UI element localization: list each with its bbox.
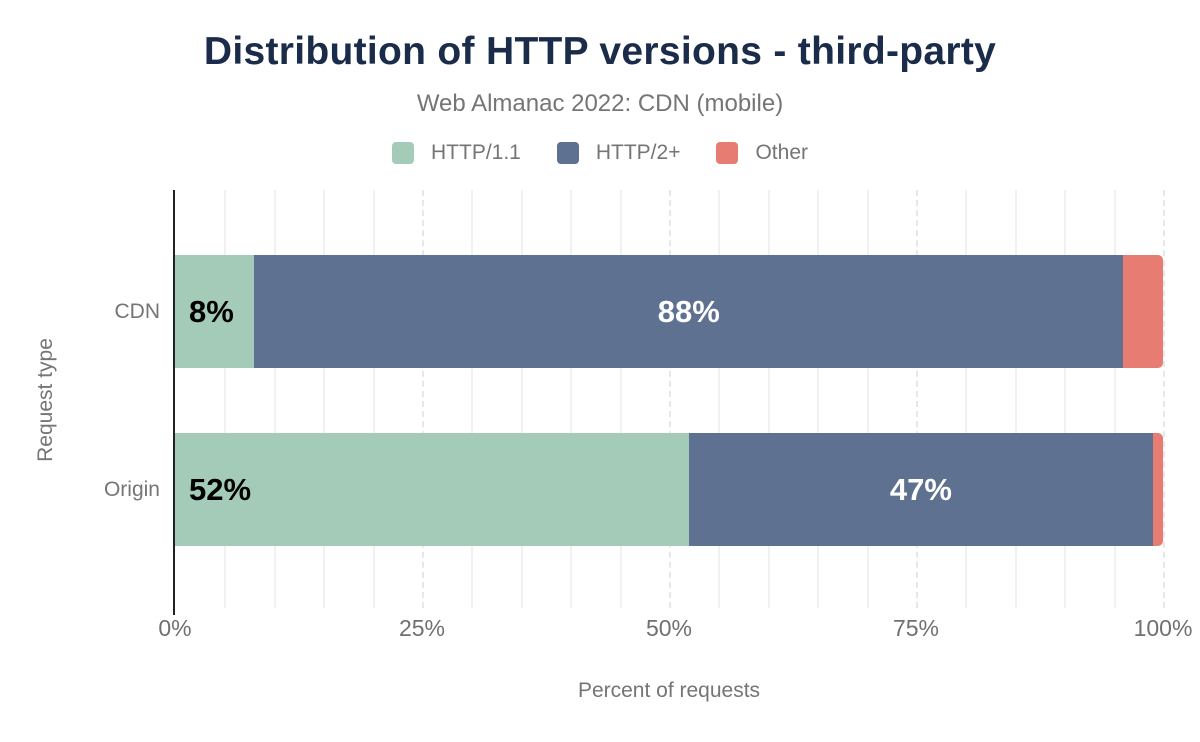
- minor-gridline: [619, 190, 622, 608]
- bar-origin: 52% 47%: [175, 433, 1163, 546]
- chart-title: Distribution of HTTP versions - third-pa…: [203, 30, 997, 73]
- segment-cdn-http-1-1[interactable]: 8%: [175, 255, 255, 368]
- y-axis-line: [173, 190, 175, 615]
- major-gridline: [916, 190, 918, 608]
- minor-gridline: [718, 190, 721, 608]
- legend-item-http-2[interactable]: HTTP/2+: [556, 141, 681, 165]
- minor-gridline: [1064, 190, 1067, 608]
- x-axis-tick: 0%: [158, 615, 192, 641]
- minor-gridline: [323, 190, 326, 608]
- segment-origin-other[interactable]: [1153, 433, 1163, 546]
- legend-label: Other: [755, 141, 808, 164]
- major-gridline: [669, 190, 671, 608]
- bar-value-label: 88%: [657, 293, 720, 329]
- x-axis-title: Percent of requests: [577, 679, 761, 702]
- http-2-swatch-icon: [556, 142, 579, 164]
- x-axis-tick: 100%: [1133, 615, 1193, 641]
- legend-label: HTTP/2+: [595, 141, 681, 164]
- major-gridline: [1163, 190, 1165, 608]
- category-label-cdn: CDN: [114, 299, 161, 323]
- http-1-1-swatch-icon: [392, 142, 414, 164]
- minor-gridline: [471, 190, 474, 608]
- segment-cdn-http-2[interactable]: 88%: [254, 255, 1124, 368]
- category-label-origin: Origin: [103, 477, 160, 501]
- segment-origin-http-2[interactable]: 47%: [688, 433, 1154, 546]
- chart-subtitle: Web Almanac 2022: CDN (mobile): [416, 90, 784, 117]
- other-swatch-icon: [716, 142, 739, 164]
- legend-item-http-1-1[interactable]: HTTP/1.1: [392, 141, 521, 165]
- plot-area: 8% 88% 52% 47%: [173, 190, 1165, 615]
- segment-cdn-other[interactable]: [1123, 255, 1163, 368]
- minor-gridline: [372, 190, 375, 608]
- legend: HTTP/1.1 HTTP/2+ Other: [0, 141, 1200, 165]
- bar-value-label: 47%: [889, 471, 952, 507]
- minor-gridline: [1014, 190, 1017, 608]
- minor-gridline: [965, 190, 968, 608]
- x-axis-tick: 25%: [398, 615, 446, 641]
- x-axis-tick: 75%: [892, 615, 940, 641]
- major-gridline: [422, 190, 424, 608]
- bar-value-label: 8%: [189, 293, 234, 329]
- x-axis-tick: 50%: [645, 615, 693, 641]
- segment-origin-http-1-1[interactable]: 52%: [175, 433, 689, 546]
- minor-gridline: [520, 190, 523, 608]
- minor-gridline: [817, 190, 820, 608]
- minor-gridline: [767, 190, 770, 608]
- minor-gridline: [273, 190, 276, 608]
- minor-gridline: [570, 190, 573, 608]
- bar-cdn: 8% 88%: [175, 255, 1163, 368]
- minor-gridline: [1113, 190, 1116, 608]
- legend-label: HTTP/1.1: [431, 141, 521, 164]
- minor-gridline: [224, 190, 227, 608]
- legend-item-other[interactable]: Other: [716, 141, 808, 165]
- bar-value-label: 52%: [189, 471, 252, 507]
- minor-gridline: [866, 190, 869, 608]
